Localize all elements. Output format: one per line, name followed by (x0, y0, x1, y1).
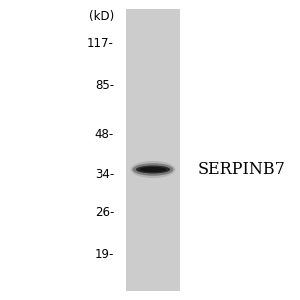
Ellipse shape (136, 166, 170, 173)
Ellipse shape (139, 167, 167, 172)
Text: 117-: 117- (87, 37, 114, 50)
Ellipse shape (133, 163, 173, 176)
Text: 26-: 26- (94, 206, 114, 220)
Ellipse shape (130, 161, 176, 178)
Text: 34-: 34- (95, 167, 114, 181)
Bar (126, 9, 180, 291)
Text: SERPINB7: SERPINB7 (198, 161, 286, 178)
Text: 19-: 19- (94, 248, 114, 262)
Text: 85-: 85- (95, 79, 114, 92)
Text: (kD): (kD) (89, 10, 114, 23)
Text: 48-: 48- (95, 128, 114, 142)
